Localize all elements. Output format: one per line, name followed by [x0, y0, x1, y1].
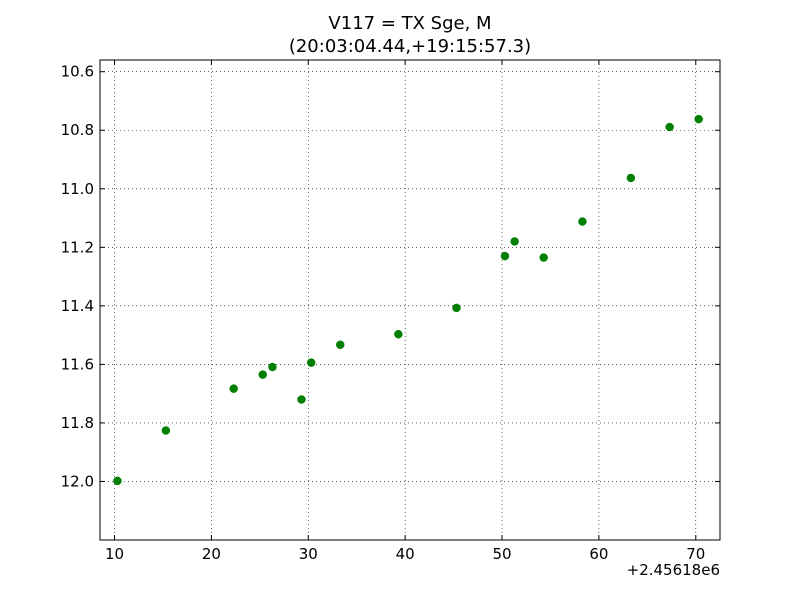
y-tick-label: 11.8 [61, 414, 94, 432]
data-point [665, 122, 674, 132]
x-tick-label: 50 [492, 545, 511, 563]
data-point [578, 217, 587, 226]
y-tick-label: 11.6 [61, 355, 94, 373]
grid [100, 60, 720, 540]
data-point [500, 251, 510, 261]
x-tick-label: 60 [589, 545, 608, 563]
data-point [268, 362, 277, 372]
data-points [113, 114, 703, 486]
data-point [694, 114, 703, 124]
y-tick-label: 11.2 [61, 238, 94, 256]
x-axis-offset-label: +2.45618e6 [627, 561, 720, 579]
data-point [510, 237, 519, 246]
data-point [336, 340, 345, 350]
y-tick-label: 10.6 [61, 63, 94, 81]
data-point [626, 173, 636, 183]
data-point [113, 476, 122, 486]
data-point [258, 370, 267, 379]
y-tick-label: 11.4 [61, 297, 94, 315]
y-tick-label: 10.8 [61, 121, 94, 139]
data-point [161, 426, 171, 435]
x-tick-label: 20 [202, 545, 221, 563]
y-tick-label: 11.0 [61, 180, 94, 198]
data-point [394, 329, 403, 339]
plot-frame [99, 59, 721, 541]
x-tick-label: 10 [105, 545, 124, 563]
x-tick-label: 30 [299, 545, 318, 563]
x-tick-label: 40 [396, 545, 415, 563]
chart-title-line1: V117 = TX Sge, M [328, 13, 491, 34]
y-tick-label: 12.0 [61, 472, 94, 490]
data-point [229, 384, 238, 393]
data-point [539, 253, 548, 262]
data-point [306, 358, 316, 367]
chart-title-line2: (20:03:04.44,+19:15:57.3) [289, 36, 531, 57]
data-point [297, 395, 306, 404]
data-point [452, 303, 461, 313]
x-tick-label: 70 [686, 545, 705, 563]
axis-ticks: 10 20 30 40 50 60 70 10.6 10.8 11.0 11.2 11.4 11.6 11… [61, 60, 720, 563]
